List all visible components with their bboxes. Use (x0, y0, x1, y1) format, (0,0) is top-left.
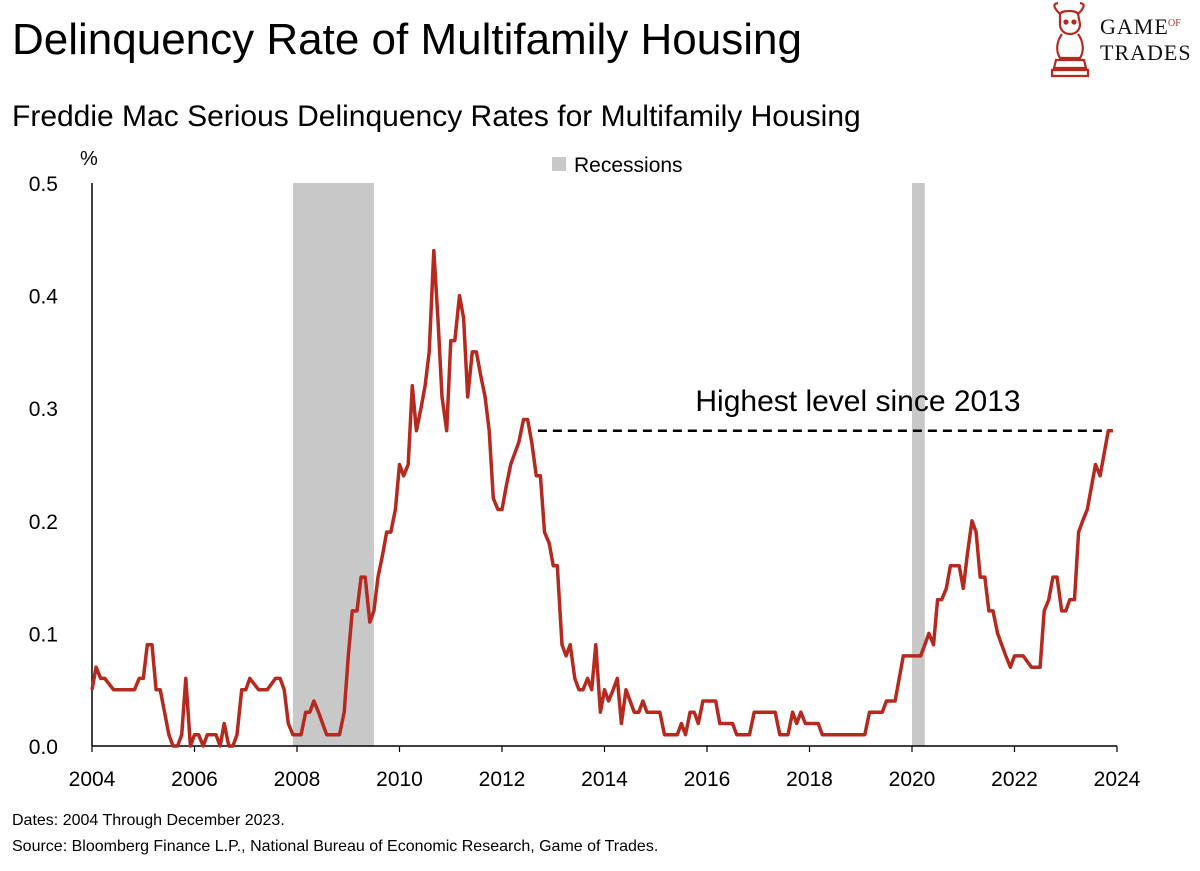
x-tick-label: 2022 (991, 768, 1038, 791)
x-tick-label: 2016 (684, 768, 731, 791)
delinquency-line-chart: 0.0 0.1 0.2 0.3 0.4 0.5% 2004 2006 2008 2010 2012 2… (29, 148, 1141, 791)
delinquency-rate-line (90, 248, 1113, 748)
x-tick-label: 2010 (376, 768, 423, 791)
chart-footnotes: Dates: 2004 Through December 2023. Sourc… (12, 808, 658, 860)
legend-label-recessions: Recessions (574, 154, 683, 177)
chart-subtitle: Freddie Mac Serious Delinquency Rates fo… (12, 100, 861, 133)
y-tick-label: 0.5 (29, 173, 58, 196)
dates-note: Dates: 2004 Through December 2023. (12, 812, 285, 829)
y-tick-label: 0.1 (29, 623, 58, 646)
chart-title: Delinquency Rate of Multifamily Housing (12, 15, 802, 64)
y-tick-label: 0.3 (29, 398, 58, 421)
x-tick-label: 2008 (274, 768, 321, 791)
recession-band-1 (292, 183, 374, 746)
legend-swatch-recessions (552, 157, 566, 171)
x-tick-label: 2020 (889, 768, 936, 791)
source-note: Source: Bloomberg Finance L.P., National… (12, 838, 659, 855)
bull-knight-icon (1050, 1, 1090, 78)
annotation-text: Highest level since 2013 (695, 385, 1020, 418)
x-tick-label: 2004 (69, 768, 116, 791)
x-tick-label: 2012 (479, 768, 526, 791)
x-tick-label: 2018 (786, 768, 833, 791)
recession-band-2 (912, 183, 925, 746)
logo-word-game: GAME (1100, 14, 1169, 39)
y-axis-unit-label: % (80, 148, 98, 170)
x-tick-label: 2014 (581, 768, 628, 791)
game-of-trades-logo: GAME OF TRADES (1040, 0, 1200, 80)
logo-word-trades: TRADES (1100, 40, 1192, 65)
x-tick-label: 2006 (171, 768, 218, 791)
logo-word-of: OF (1168, 18, 1181, 29)
y-tick-label: 0.4 (29, 286, 59, 309)
x-tick-label: 2024 (1094, 768, 1141, 791)
y-tick-label: 0.2 (29, 511, 58, 534)
y-tick-label: 0.0 (29, 736, 58, 759)
